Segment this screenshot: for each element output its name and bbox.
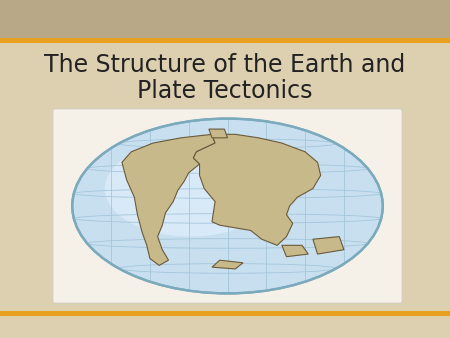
Polygon shape [313,237,344,254]
Polygon shape [122,134,215,265]
Bar [0,316,450,338]
Polygon shape [212,260,243,269]
Text: Plate Tectonics: Plate Tectonics [137,79,313,103]
FancyBboxPatch shape [53,109,402,303]
Bar [0,311,450,316]
Polygon shape [194,134,321,245]
Polygon shape [209,129,228,138]
Ellipse shape [105,141,276,237]
Ellipse shape [72,119,383,293]
Text: The Structure of the Earth and: The Structure of the Earth and [45,53,405,77]
Polygon shape [282,245,308,257]
Bar [0,0,450,38]
Bar [0,38,450,43]
